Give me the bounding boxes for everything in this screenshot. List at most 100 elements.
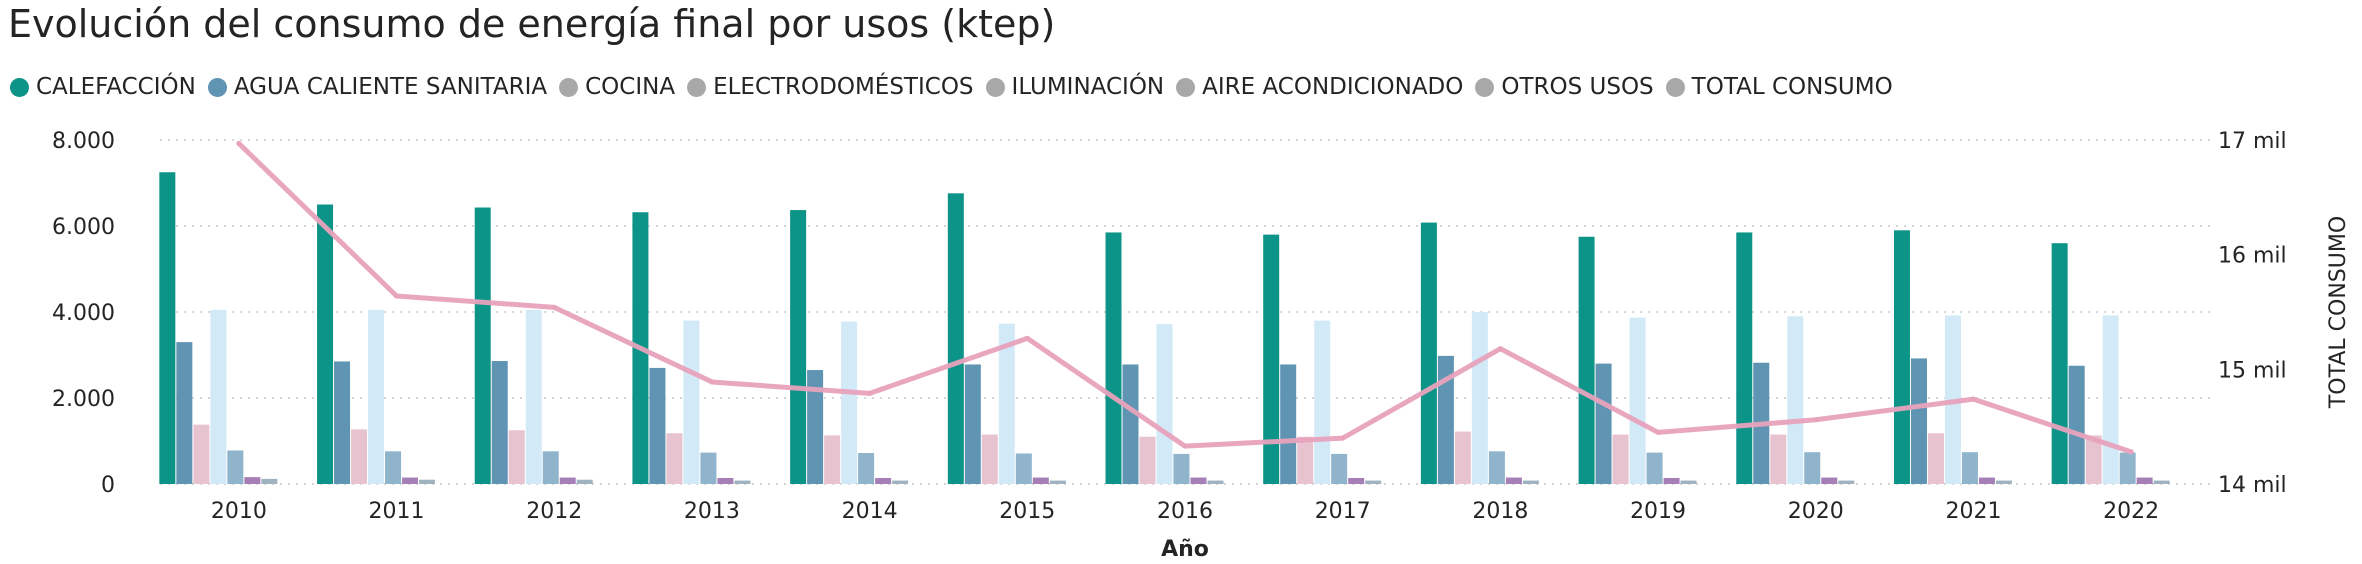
x-tick-label: 2019 [1630,499,1686,524]
legend-item[interactable]: ILUMINACIÓN [985,74,1164,100]
bar [2068,365,2085,484]
legend-item[interactable]: OTROS USOS [1475,74,1654,100]
bar [1331,453,1348,484]
bar [1961,452,1978,484]
bar [1190,477,1207,484]
y-tick-label: 8.000 [52,129,115,154]
bar [824,435,841,484]
x-tick-label: 2021 [1945,499,2001,524]
bar [1488,451,1505,484]
bar [1105,232,1122,484]
line-point [1655,429,1661,435]
total-consumo-line [236,140,2134,455]
line-point [551,304,557,310]
x-axis-title: Año [1161,537,1209,562]
line-point [1024,335,1030,341]
line-point [1182,443,1188,449]
legend-item[interactable]: AIRE ACONDICIONADO [1176,74,1463,100]
x-tick-label: 2020 [1788,499,1844,524]
bar [700,452,717,484]
line-point [1497,346,1503,352]
bar [1263,234,1280,484]
bar [1015,453,1032,484]
bar [790,210,807,484]
bar [559,477,576,484]
line-point [2128,449,2134,455]
y2-tick-label: 17 mil [2218,129,2287,154]
bar [1663,477,1680,484]
bar [1787,316,1804,484]
y2-tick-label: 16 mil [2218,244,2287,269]
bar [351,429,368,484]
legend-marker-icon [10,77,29,97]
x-tick-label: 2011 [369,499,425,524]
bar [1927,433,1944,484]
bar [474,207,491,484]
x-tick-label: 2018 [1472,499,1528,524]
legend-marker-icon [687,77,707,97]
bar [2102,315,2119,484]
legend-item[interactable]: AGUA CALIENTE SANITARIA [207,74,548,100]
bar [1207,480,1224,484]
bar [1420,222,1437,484]
bar [1505,477,1522,484]
bar [402,477,419,484]
bar [666,433,683,484]
bar [1365,480,1382,484]
bar [964,364,981,484]
bar [1995,480,2012,484]
legend-item[interactable]: TOTAL CONSUMO [1665,74,1893,100]
bar [1471,312,1488,484]
line-point [709,379,715,385]
legend-label: AGUA CALIENTE SANITARIA [233,74,548,100]
bar [176,342,193,484]
legend-label: ELECTRODOMÉSTICOS [713,74,974,100]
legend-item[interactable]: CALEFACCIÓN [10,74,196,100]
bar [1049,480,1066,484]
bar [2153,480,2170,484]
y2-axis-title: TOTAL CONSUMO [2326,216,2351,409]
bar [807,370,824,484]
bar [334,361,351,484]
bar [491,361,508,484]
line-point [1970,396,1976,402]
legend-marker-icon [1475,77,1495,97]
x-tick-label: 2017 [1315,499,1371,524]
legend-marker-icon [207,77,227,97]
x-tick-label: 2015 [999,499,1055,524]
y-tick-label: 0 [101,473,115,498]
bar [1454,431,1471,484]
legend-item[interactable]: ELECTRODOMÉSTICOS [687,74,974,100]
legend-label: OTROS USOS [1501,74,1654,100]
x-tick-label: 2010 [211,499,267,524]
bar [508,430,525,484]
line-point [867,390,873,396]
legend-label: CALEFACCIÓN [36,74,196,100]
y-tick-label: 6.000 [52,215,115,240]
bar [368,309,385,484]
bar [1280,364,1297,484]
x-tick-label: 2013 [684,499,740,524]
line-point [236,140,242,146]
bar [734,480,751,484]
y2-tick-label: 15 mil [2218,358,2287,383]
legend-label: COCINA [585,74,676,100]
bar [1910,358,1927,484]
x-tick-label: 2014 [842,499,898,524]
x-tick-label: 2022 [2103,499,2159,524]
legend-label: TOTAL CONSUMO [1691,74,1893,100]
bar [525,309,542,484]
y-tick-label: 4.000 [52,301,115,326]
bar [649,367,666,484]
bar [419,479,436,484]
legend-marker-icon [985,77,1005,97]
bar [1838,480,1855,484]
bar [2136,477,2153,484]
bar [1893,230,1910,484]
bar [385,451,402,484]
x-tick-label: 2016 [1157,499,1213,524]
legend-item[interactable]: COCINA [559,74,675,100]
bar [1297,436,1314,484]
bar [1646,452,1663,484]
bar [1736,232,1753,484]
